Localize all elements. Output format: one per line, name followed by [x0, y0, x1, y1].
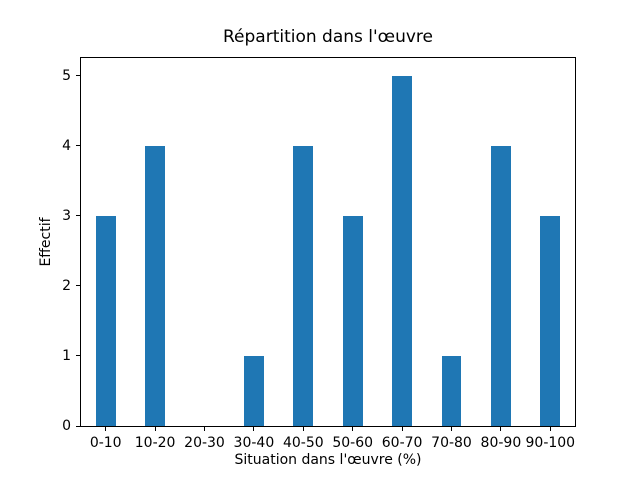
bar	[95, 215, 116, 426]
y-axis-label: Effectif	[38, 217, 54, 267]
y-tick-label: 0	[62, 418, 71, 434]
x-tick-mark	[549, 427, 551, 431]
bar	[441, 355, 462, 426]
x-tick-mark	[451, 427, 452, 431]
x-tick-mark	[105, 427, 107, 431]
x-tick-label: 70-80	[431, 435, 472, 451]
bars-layer	[81, 58, 575, 426]
x-tick-label: 10-20	[134, 435, 176, 451]
x-tick-label: 60-70	[381, 435, 423, 451]
y-tick-label: 2	[62, 277, 71, 294]
bar	[540, 215, 561, 426]
x-tick-label: 20-30	[184, 435, 225, 451]
bar	[342, 215, 363, 426]
y-tick-mark	[76, 285, 80, 287]
x-tick-mark	[302, 427, 304, 431]
y-tick-mark	[76, 425, 80, 427]
chart-title: Répartition dans l'œuvre	[222, 27, 433, 47]
bar	[244, 355, 264, 426]
y-tick-mark	[76, 75, 80, 77]
x-tick-mark	[500, 427, 502, 431]
y-tick-mark	[76, 215, 80, 217]
bar	[392, 75, 412, 426]
plot-area: 0 1 2 3 4 5 0-10 10-20 20-30 30-40 40-50 50-60 60-7…	[62, 57, 576, 450]
x-tick-label: 90-100	[525, 435, 576, 451]
y-tick-label: 1	[62, 347, 71, 364]
x-tick-mark	[401, 427, 403, 431]
x-axis-label: Situation dans l'œuvre (%)	[234, 452, 422, 468]
y-tick-label: 3	[62, 207, 71, 224]
x-tick-mark	[352, 427, 354, 431]
y-tick-label: 4	[62, 137, 71, 154]
y-tick-mark	[76, 355, 80, 357]
y-tick-label: 5	[62, 67, 71, 84]
x-tick-mark	[204, 427, 205, 431]
x-tick-label: 50-60	[332, 435, 374, 451]
x-axis-ticks: 0-10 10-20 20-30 30-40 40-50 50-60 60-70 70-80 8…	[81, 58, 575, 450]
bar	[145, 145, 165, 426]
x-tick-label: 40-50	[282, 435, 324, 451]
bar	[491, 145, 511, 426]
y-axis-ticks: 0 1 2 3 4 5	[62, 58, 575, 433]
x-tick-label: 80-90	[480, 435, 522, 451]
bar	[293, 145, 314, 426]
x-tick-mark	[154, 427, 156, 431]
x-tick-mark	[253, 427, 255, 431]
x-tick-label: 30-40	[233, 435, 275, 451]
y-tick-mark	[76, 145, 80, 147]
x-tick-label: 0-10	[89, 435, 122, 451]
